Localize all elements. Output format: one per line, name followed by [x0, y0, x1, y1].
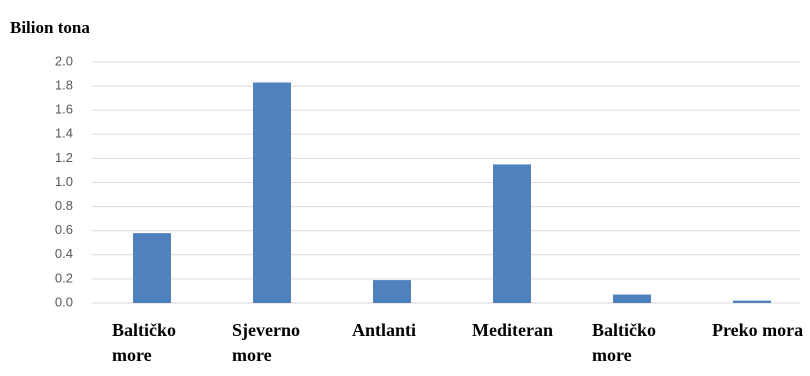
- chart-title: Bilion tona: [10, 18, 90, 37]
- bar: [133, 233, 171, 303]
- x-tick-label: Preko mora: [712, 320, 804, 340]
- bar: [613, 294, 651, 303]
- y-tick-label: 0.8: [55, 198, 73, 213]
- y-tick-label: 2.0: [55, 53, 73, 68]
- y-tick-label: 1.6: [55, 102, 73, 117]
- y-tick-label: 0.6: [55, 222, 73, 237]
- bar: [373, 280, 411, 303]
- y-tick-label: 0.0: [55, 294, 73, 309]
- x-tick-label: Mediteran: [472, 320, 553, 340]
- x-tick-label: Antlanti: [352, 320, 417, 340]
- y-tick-label: 1.8: [55, 78, 73, 93]
- bar: [253, 82, 291, 303]
- x-tick-label: Baltičko more: [112, 320, 177, 365]
- bar: [733, 300, 771, 303]
- x-tick-label: Sjeverno more: [232, 320, 300, 365]
- y-tick-label: 1.0: [55, 174, 73, 189]
- y-tick-label: 0.2: [55, 270, 73, 285]
- y-tick-label: 1.2: [55, 150, 73, 165]
- bar: [493, 164, 531, 303]
- y-tick-label: 1.4: [55, 126, 73, 141]
- y-tick-label: 0.4: [55, 246, 73, 261]
- x-tick-label: Baltičko more: [592, 320, 657, 365]
